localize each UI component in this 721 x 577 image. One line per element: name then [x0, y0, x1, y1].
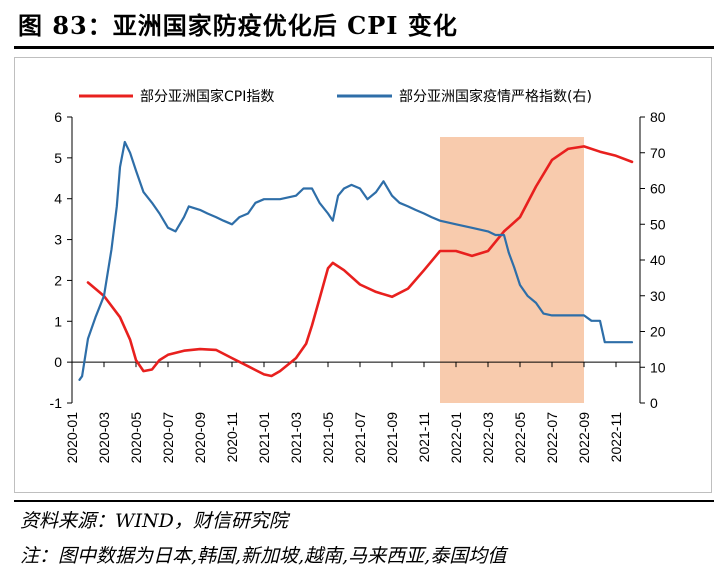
- x-tick-label: 2020-03: [96, 412, 112, 464]
- x-tick-label: 2021-07: [352, 412, 368, 464]
- legend-label: 部分亚洲国家疫情严格指数(右): [399, 88, 592, 105]
- legend-label: 部分亚洲国家CPI指数: [140, 88, 274, 105]
- left-tick-label: 5: [54, 150, 62, 166]
- left-tick-label: 0: [54, 354, 62, 370]
- right-tick-label: 20: [650, 324, 666, 340]
- right-tick-label: 0: [650, 395, 658, 411]
- legend: 部分亚洲国家CPI指数 部分亚洲国家疫情严格指数(右): [79, 88, 592, 105]
- left-tick-label: 2: [54, 272, 62, 288]
- x-tick-label: 2021-05: [320, 412, 336, 464]
- x-tick-label: 2021-01: [256, 412, 272, 464]
- right-tick-label: 40: [650, 252, 666, 268]
- x-tick-label: 2021-11: [416, 412, 432, 463]
- chart-frame: [14, 57, 712, 493]
- x-tick-label: 2020-11: [224, 412, 240, 463]
- right-tick-label: 70: [650, 145, 666, 161]
- footer-rule: [14, 500, 714, 502]
- left-tick-label: 4: [54, 191, 62, 207]
- x-tick-label: 2022-01: [448, 412, 464, 464]
- highlight-layer: [440, 137, 584, 403]
- x-tick-label: 2022-05: [512, 412, 528, 464]
- x-tick-label: 2022-03: [480, 412, 496, 464]
- series-layer: [78, 140, 634, 381]
- highlight-band: [440, 137, 584, 403]
- x-tick-label: 2020-09: [192, 412, 208, 464]
- x-tick-label: 2022-11: [608, 412, 624, 463]
- x-tick-label: 2021-03: [288, 412, 304, 464]
- source-note: 资料来源：WIND，财信研究院: [20, 510, 288, 532]
- x-tick-label: 2020-01: [64, 412, 80, 464]
- x-tick-label: 2022-07: [544, 412, 560, 464]
- left-tick-label: 1: [54, 313, 62, 329]
- x-tick-label: 2020-07: [160, 412, 176, 464]
- x-tick-label: 2021-09: [384, 412, 400, 464]
- right-tick-label: 50: [650, 216, 666, 232]
- x-tick-label: 2022-09: [576, 412, 592, 464]
- right-tick-label: 10: [650, 359, 666, 375]
- footnote: 注：图中数据为日本,韩国,新加坡,越南,马来西亚,泰国均值: [20, 545, 507, 567]
- title-rule: [14, 46, 714, 49]
- chart-title: 图 83：亚洲国家防疫优化后 CPI 变化: [18, 11, 458, 40]
- right-tick-label: 80: [650, 109, 666, 125]
- x-tick-label: 2020-05: [128, 412, 144, 464]
- left-tick-label: -1: [50, 395, 63, 411]
- series-line-cpi: [86, 145, 634, 378]
- right-tick-label: 30: [650, 288, 666, 304]
- left-tick-label: 3: [54, 232, 62, 248]
- right-tick-label: 60: [650, 181, 666, 197]
- series-line-stringency: [78, 140, 634, 381]
- left-tick-label: 6: [54, 109, 62, 125]
